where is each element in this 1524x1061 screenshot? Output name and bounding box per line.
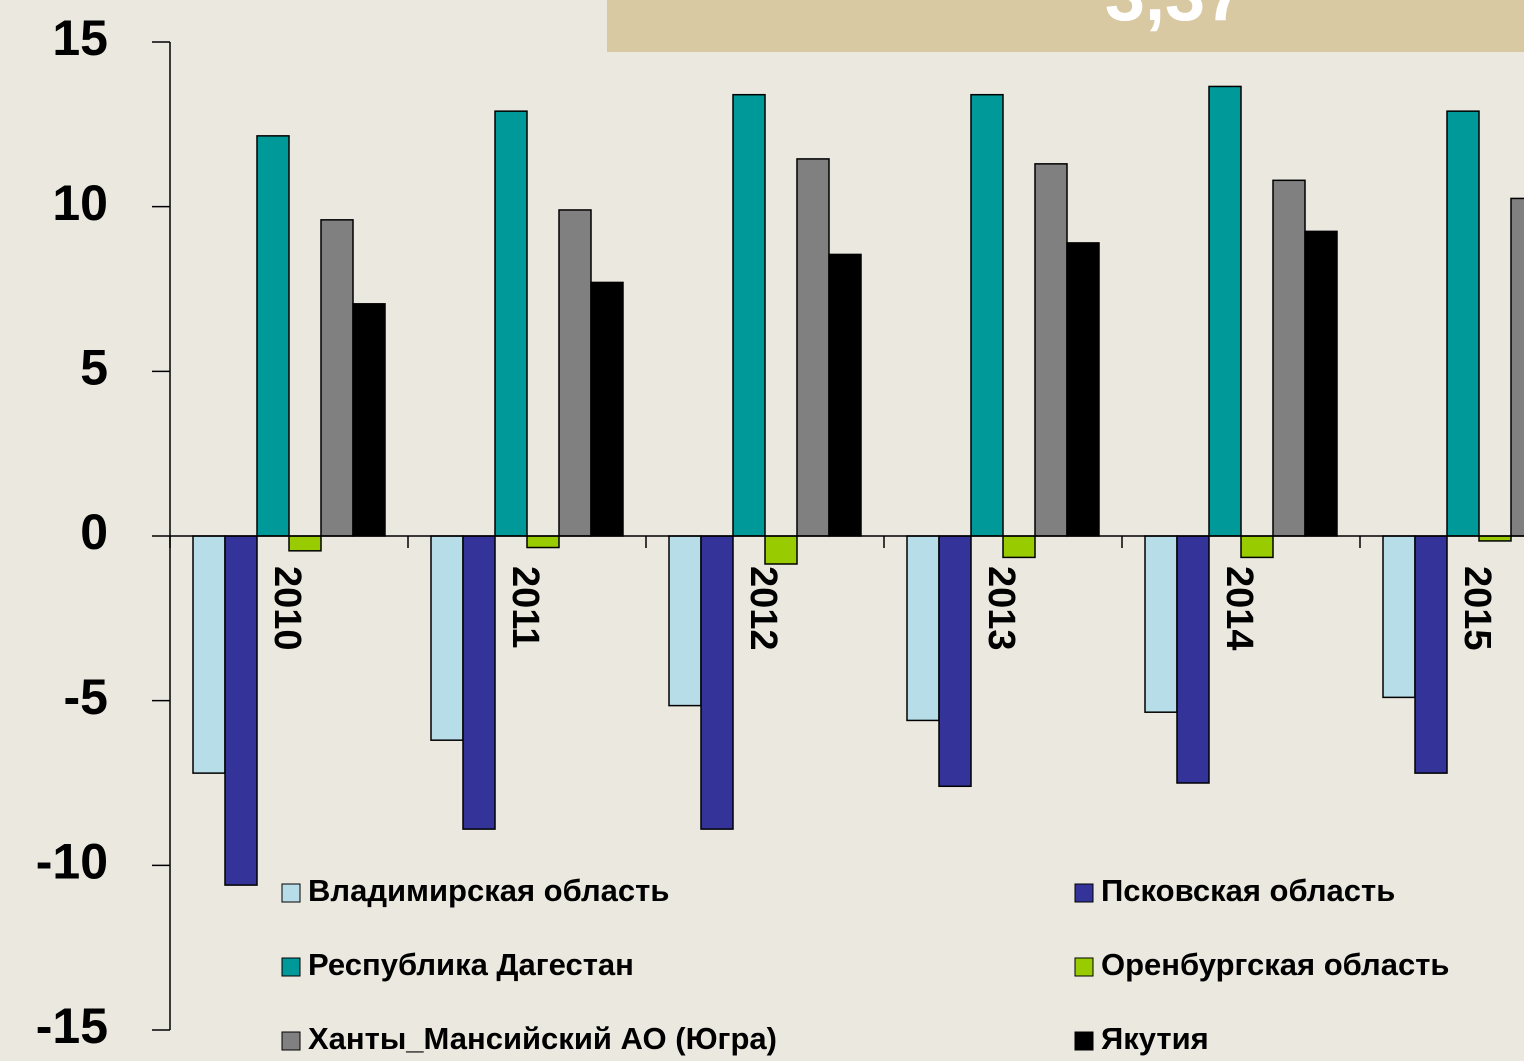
annotation: 3,37 (1105, 0, 1245, 36)
bar (288, 535, 322, 552)
bar (1446, 110, 1480, 537)
legend-label: Оренбургская область (1101, 947, 1449, 982)
y-tick-label: 5 (80, 340, 108, 396)
bar (430, 535, 464, 741)
bar (1510, 197, 1524, 537)
bar (732, 93, 766, 537)
bar (1144, 535, 1178, 713)
x-tick-label: 2013 (980, 566, 1022, 651)
bar (224, 535, 258, 886)
bar (590, 281, 624, 537)
bar (192, 535, 226, 774)
legend-label: Псковская область (1101, 873, 1395, 908)
bar (1240, 535, 1274, 559)
bar (1414, 535, 1448, 774)
bar (796, 158, 830, 537)
bar (906, 535, 940, 722)
bar (938, 535, 972, 788)
bar (1066, 242, 1100, 537)
legend-swatch (1074, 883, 1094, 903)
bar (1002, 535, 1036, 559)
bar (1304, 230, 1338, 537)
legend-swatch (281, 883, 301, 903)
bar (668, 535, 702, 707)
bar (764, 535, 798, 565)
legend-label: Республика Дагестан (308, 947, 634, 982)
legend-label: Якутия (1101, 1021, 1209, 1056)
bar (1176, 535, 1210, 784)
bar (256, 135, 290, 537)
y-tick-label: 0 (80, 504, 108, 560)
bar (970, 93, 1004, 537)
x-tick-label: 2015 (1456, 566, 1498, 651)
bar (828, 253, 862, 537)
legend-swatch (1074, 1031, 1094, 1051)
bar (526, 535, 560, 549)
bar (1382, 535, 1416, 699)
legend-swatch (281, 957, 301, 977)
bar (352, 303, 386, 537)
y-tick-label: 10 (52, 175, 108, 231)
bar (558, 209, 592, 537)
title-box (607, 0, 1524, 52)
bar (700, 535, 734, 830)
bar (1272, 179, 1306, 537)
bar (1034, 163, 1068, 537)
legend-swatch (1074, 957, 1094, 977)
bar (320, 219, 354, 537)
legend-label: Владимирская область (308, 873, 669, 908)
bar (462, 535, 496, 830)
x-tick-label: 2014 (1218, 566, 1260, 651)
y-tick-label: -5 (64, 669, 108, 725)
bar (1208, 85, 1242, 537)
y-tick-label: -10 (36, 834, 108, 890)
y-tick-label: -15 (36, 998, 108, 1054)
legend-swatch (281, 1031, 301, 1051)
x-tick-label: 2011 (504, 566, 546, 648)
x-tick-label: 2012 (742, 566, 784, 651)
legend-label: Ханты_Мансийский АО (Югра) (308, 1021, 777, 1056)
bar (494, 110, 528, 537)
x-tick-label: 2010 (266, 566, 308, 651)
y-tick-label: 15 (52, 10, 108, 66)
